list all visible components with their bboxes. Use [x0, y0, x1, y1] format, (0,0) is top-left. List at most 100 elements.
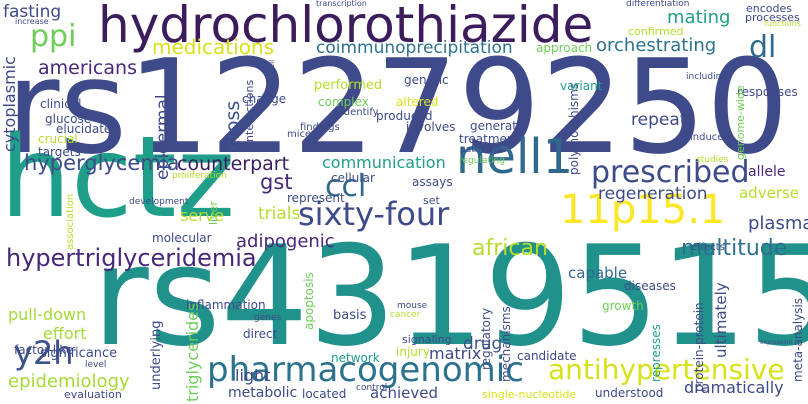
word-pathways: pathways — [460, 145, 504, 155]
word-transcription: transcription — [316, 0, 367, 8]
word-triglycerides: triglycerides — [183, 302, 202, 402]
word-effects: effects — [691, 242, 725, 253]
word-ppi: ppi — [30, 19, 77, 54]
word-located: located — [302, 387, 347, 401]
word-generate: generate — [470, 119, 525, 133]
word-coimmunoprecipitation: coimmunoprecipitation — [316, 38, 513, 58]
word-crucial: crucial — [38, 132, 78, 146]
word-metabolic: metabolic — [228, 385, 298, 401]
word-light: light — [235, 366, 271, 385]
word-repeats: repeats — [631, 110, 696, 130]
word-produced: produced — [376, 109, 433, 123]
word-including: including — [686, 72, 727, 82]
word-mice: mice — [287, 129, 312, 140]
word-proliferation: proliferation — [172, 171, 227, 181]
word-dramatically: dramatically — [684, 378, 784, 397]
word-cancer: cancer — [390, 310, 421, 320]
word-counterpart: counterpart — [177, 153, 290, 175]
word-development: development — [129, 197, 189, 207]
word-elucidate: elucidate — [56, 122, 112, 136]
word-plasma: plasma — [748, 213, 808, 234]
word-level: level — [85, 360, 107, 370]
word-approach: approach — [536, 41, 593, 55]
word-cross: cross — [222, 100, 244, 150]
word-rs4319515: rs4319515 — [92, 216, 808, 377]
word-epidermal: epidermal — [153, 94, 173, 180]
word-expression: expression — [760, 339, 793, 346]
word-trials: trials — [258, 204, 301, 224]
word-antihypertensive: antihypertensive — [548, 353, 785, 386]
word-understood: understood — [595, 386, 664, 400]
word-targets: targets — [38, 145, 81, 159]
word-epidemiology: epidemiology — [8, 371, 130, 392]
word-significance: significance — [40, 346, 118, 361]
word-capable: capable — [568, 264, 628, 282]
word-rs12279250: rs12279250 — [6, 31, 789, 183]
word-achieved: achieved — [370, 384, 438, 402]
word-pharmacogenomic: pharmacogenomic — [207, 350, 524, 390]
word-performed: performed — [314, 78, 383, 93]
word-diseases: diseases — [624, 279, 676, 293]
word-evaluation: evaluation — [64, 388, 122, 401]
word-growth: growth — [602, 299, 644, 313]
word-cytoplasmic: cytoplasmic — [0, 56, 19, 152]
word-regulatory: regulatory — [479, 307, 493, 370]
word-confirmed: confirmed — [628, 25, 684, 38]
word-responses: responses — [737, 85, 798, 99]
word-liver: liver — [207, 201, 220, 225]
word-gst: gst — [260, 170, 293, 194]
word-cell: cell — [268, 59, 276, 72]
word-adipogenic: adipogenic — [236, 231, 335, 252]
word-mouse: mouse — [397, 301, 428, 311]
word-set: set — [423, 194, 440, 207]
word-direct: direct — [243, 327, 278, 341]
word-involves: involves — [406, 120, 456, 134]
word-complex: complex — [318, 95, 369, 109]
word-communication: communication — [322, 153, 446, 172]
word-findings: findings — [300, 122, 340, 133]
word-encodes: encodes — [746, 2, 792, 15]
word-meta-analysis: meta-analysis — [791, 297, 805, 382]
word-sixty-four: sixty-four — [298, 195, 450, 233]
word-genes: genes — [254, 313, 282, 323]
word-ultimately: ultimately — [712, 282, 730, 358]
word-represent: represent — [287, 191, 345, 205]
word-glucose: glucose — [45, 112, 92, 126]
word-candidate: candidate — [517, 349, 577, 363]
word-polymorphisms: polymorphisms — [567, 82, 581, 175]
word-prescribed: prescribed — [591, 155, 750, 190]
word-single-nucleotide: single-nucleotide — [482, 388, 577, 401]
word-medications: medications — [152, 35, 275, 59]
word-variant: variant — [560, 79, 603, 93]
word-mating: mating — [667, 7, 731, 28]
word-hctz: hctz — [0, 113, 236, 243]
word-mechanisms: mechanisms — [499, 306, 513, 382]
word-hypertriglyceridemia: hypertriglyceridemia — [6, 244, 257, 272]
word-allele: allele — [748, 164, 786, 180]
word-functions: functions — [764, 19, 801, 28]
word-represses: represses — [649, 324, 663, 382]
word-studies: studies — [696, 155, 729, 165]
word-cellular: cellular — [331, 171, 375, 185]
word-change: change — [242, 92, 287, 106]
word-hyperglycemia: hyperglycemia — [24, 151, 180, 175]
word-underlying: underlying — [149, 320, 164, 390]
word-control: control — [356, 383, 388, 393]
word-increase: increase — [15, 17, 49, 26]
word-altered: altered — [396, 95, 439, 109]
word-identify: identify — [341, 107, 379, 118]
word-fasting: fasting — [3, 2, 62, 22]
word-drug: drug — [463, 334, 503, 354]
word-effort: effort — [43, 324, 87, 343]
word-inflammation: inflammation — [186, 298, 266, 312]
word-processes: processes — [745, 11, 800, 24]
word-signaling: signaling — [402, 333, 452, 346]
word-apoptosis: apoptosis — [302, 272, 316, 330]
word-basis: basis — [333, 308, 367, 323]
word-regeneration: regeneration — [598, 184, 708, 204]
word-injury: injury — [396, 345, 430, 359]
word-y2h: y2h — [14, 334, 74, 372]
word-regulating: regulating — [459, 156, 505, 166]
word-11p15-1: 11p15.1 — [560, 187, 726, 233]
